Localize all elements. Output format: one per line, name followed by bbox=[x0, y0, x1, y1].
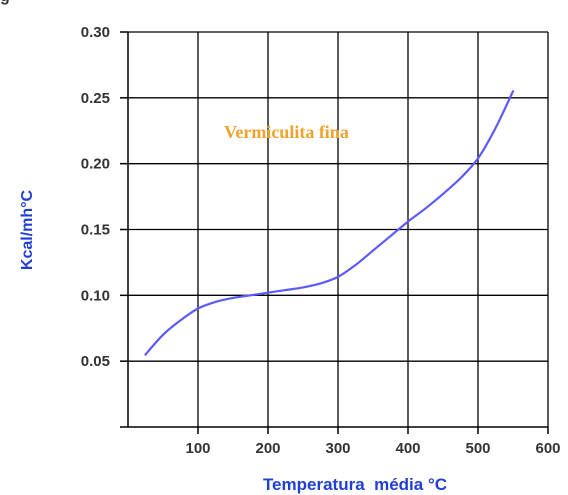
grid-lines bbox=[128, 31, 549, 427]
y-tick-label-0.10: 0.10 bbox=[81, 287, 110, 304]
top-edge-label: g bbox=[0, 0, 10, 6]
x-tick-label-300: 300 bbox=[325, 440, 350, 457]
series-line-0 bbox=[144, 90, 515, 356]
y-tick-label-0.20: 0.20 bbox=[81, 156, 110, 173]
x-axis-title: Temperatura média °C bbox=[263, 475, 447, 494]
x-tick-label-100: 100 bbox=[185, 440, 210, 457]
y-tick-label-0.15: 0.15 bbox=[81, 222, 110, 239]
x-tick-label-200: 200 bbox=[255, 440, 280, 457]
y-tick-label-0.30: 0.30 bbox=[81, 24, 110, 41]
x-tick-label-400: 400 bbox=[395, 440, 420, 457]
y-tick-label-0.05: 0.05 bbox=[81, 353, 110, 370]
y-axis-title: Kcal/mh°C bbox=[19, 189, 36, 270]
chart-annotation: Vermiculita fina bbox=[224, 122, 349, 142]
series-layer bbox=[144, 90, 515, 356]
x-tick-label-500: 500 bbox=[465, 440, 490, 457]
axes bbox=[120, 31, 549, 434]
y-tick-label-0.25: 0.25 bbox=[81, 90, 110, 107]
tick-labels: 0.05 0.10 0.15 0.20 0.25 0.30 100 200 300 400 500 6… bbox=[81, 24, 561, 457]
x-tick-label-600: 600 bbox=[535, 440, 560, 457]
